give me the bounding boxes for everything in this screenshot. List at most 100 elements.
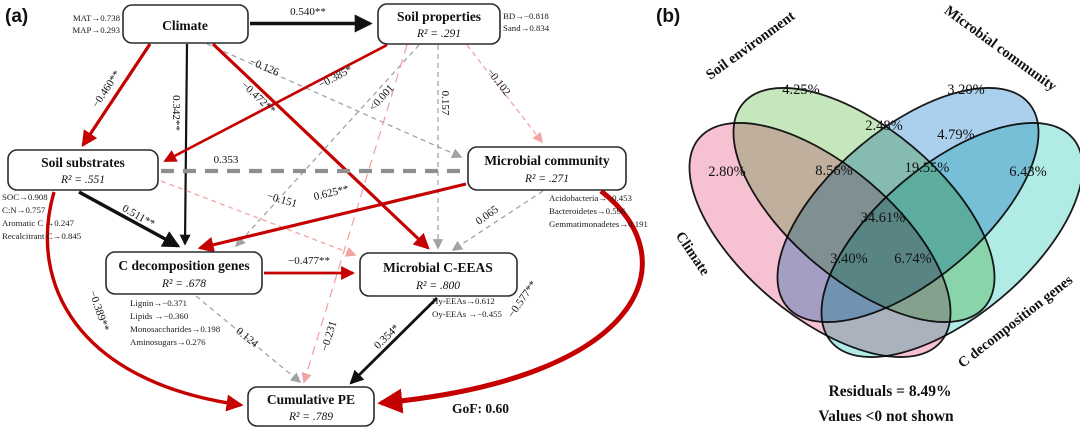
node-title: C decomposition genes: [118, 258, 249, 273]
node-microbial-community: Microbial community R² = .271: [467, 146, 627, 191]
loading: Oy-EEAs →−0.455: [432, 309, 503, 319]
node-r2: R² = .291: [416, 28, 461, 40]
node-box: [359, 252, 518, 297]
coef-label: −0.389**: [86, 289, 111, 333]
venn-diagram: (b) Soil environment Microbial community…: [656, 3, 1080, 425]
path-microbialcommunity-cdecompositiongenes: [197, 182, 467, 253]
coef-label: 0.625**: [313, 183, 351, 203]
coef-label: −0.151: [265, 190, 298, 210]
node-title: Soil substrates: [41, 155, 125, 170]
node-r2: R² = .789: [288, 411, 333, 423]
sem-nodes: Climate Soil properties R² = .291 Soil s…: [7, 3, 627, 427]
venn-value-soilenv-microbial: 2.48%: [865, 118, 902, 134]
venn-ellipses: [688, 87, 1080, 358]
panel-a-label: (a): [5, 6, 28, 27]
node-title: Cumulative PE: [267, 392, 355, 407]
node-box: [7, 149, 159, 191]
venn-ellipse-c-decomposition-genes: [820, 122, 1080, 358]
node-r2: R² = .678: [161, 278, 206, 290]
path-soilproperties-cumulativepe: [301, 44, 408, 384]
loading: Aromatic C →0.247: [2, 218, 75, 228]
sem-paths: [45, 14, 645, 414]
path-climate-microbialcommunity: [206, 43, 463, 159]
path-cdecompositiongenes-cumulativepe: [195, 295, 302, 383]
path-soilsubstrates-cumulativepe: [45, 191, 244, 412]
loading: Sand→0.834: [503, 23, 550, 33]
node-climate: Climate: [122, 4, 249, 44]
path-soilproperties-soilsubstrates: [163, 43, 388, 163]
coef-label: −0.126: [248, 56, 282, 79]
node-title: Microbial C-EEAS: [383, 260, 493, 275]
venn-residuals: Residuals = 8.49%: [829, 383, 952, 400]
node-title: Microbial community: [484, 153, 610, 168]
loading: Aminosugars→0.276: [130, 337, 206, 347]
loading: Hy-EEAs→0.612: [432, 296, 495, 306]
node-cumulative-pe: Cumulative PE R² = .789: [247, 386, 375, 427]
path-climate-cdecompositiongenes: [179, 43, 191, 246]
node-box: [377, 3, 501, 45]
node-title: Soil properties: [397, 9, 481, 24]
coef-label: 0.124: [233, 325, 260, 350]
path-microbialceeas-cumulativepe: [349, 297, 438, 385]
sem-indicator-loadings: MAT→0.738 MAP→0.293 BD→−0.818 Sand→0.834…: [2, 11, 648, 347]
path-climate-soilsubstrates: [81, 43, 152, 147]
loading: Monosaccharides→0.198: [130, 324, 221, 334]
node-c-decomposition-genes: C decomposition genes R² = .678: [105, 251, 263, 295]
node-soil-substrates: Soil substrates R² = .551: [7, 149, 159, 191]
coef-label: 0.342**: [170, 95, 182, 131]
loading: Bacteroidetes→0.596: [549, 206, 626, 216]
venn-value-right-shared: 19.55%: [905, 160, 950, 176]
coef-label: 0.540**: [290, 6, 326, 18]
venn-value-bottom-left: 3.40%: [830, 251, 867, 267]
venn-value-soil-environment-only: 4.25%: [782, 82, 819, 98]
loading: SOC→0.908: [2, 192, 48, 202]
panel-b-label: (b): [656, 6, 680, 27]
loading: Lipids →−0.360: [130, 311, 189, 321]
path-microbialcommunity-microbialceeas: [451, 190, 544, 251]
node-r2: R² = .271: [524, 173, 569, 185]
node-r2: R² = .800: [415, 280, 460, 292]
coef-label: −0.385*: [317, 63, 355, 91]
sem-path-diagram: (a) 0.540** −0.460**: [2, 3, 648, 427]
loading: Lignin→−0.371: [130, 298, 187, 308]
coef-label: <0.001: [367, 82, 397, 113]
loading: BD→−0.818: [503, 11, 549, 21]
loading: Acidobacteria→−0.453: [549, 193, 632, 203]
node-box: [122, 4, 249, 44]
coef-label: 0.157: [439, 91, 451, 116]
node-title: Climate: [162, 18, 208, 33]
path-microbialcommunity-cumulativepe: [377, 189, 645, 414]
loading: Recalcitrant C→0.845: [2, 231, 82, 241]
venn-value-left-shared: 8.56%: [815, 163, 852, 179]
venn-value-microbial-community-only: 3.20%: [947, 82, 984, 98]
path-soilproperties-microbialcommunity: [466, 44, 543, 144]
venn-value-c-decomposition-genes-only: 6.43%: [1009, 164, 1046, 180]
loading: Gemmatimonadetes→0.191: [549, 219, 648, 229]
node-box: [247, 386, 375, 427]
venn-value-center-all: 34.61%: [861, 210, 906, 226]
path-soilsubstrates-microbialceeas: [160, 180, 357, 257]
set-label-climate: Climate: [672, 229, 713, 279]
coef-label: 0.353: [214, 154, 239, 166]
loading: MAP→0.293: [72, 25, 120, 35]
loading: C:N→0.757: [2, 205, 46, 215]
node-box: [105, 251, 263, 295]
loading: MAT→0.738: [73, 13, 121, 23]
node-soil-properties: Soil properties R² = .291: [377, 3, 501, 45]
path-soilproperties-cdecompositiongenes: [234, 44, 420, 248]
venn-value-climate-only: 2.80%: [708, 164, 745, 180]
venn-value-bottom-right: 6.74%: [894, 251, 931, 267]
coef-label: −0.477**: [288, 255, 330, 267]
node-r2: R² = .551: [60, 174, 105, 186]
coef-label: 0.065: [474, 203, 501, 228]
coef-label: −0.102: [484, 66, 513, 98]
path-soilsubstrates-cdecompositiongenes: [78, 190, 181, 248]
venn-note: Values <0 not shown: [818, 408, 954, 425]
node-microbial-c-eeas: Microbial C-EEAS R² = .800: [359, 252, 518, 297]
path-climate-microbialceeas: [211, 42, 430, 250]
venn-values: 2.80% 4.25% 3.20% 6.43% 2.48% 4.79% 8.56…: [708, 82, 1046, 267]
venn-value-microbial-cdecomp: 4.79%: [937, 127, 974, 143]
node-box: [467, 146, 627, 191]
goodness-of-fit: GoF: 0.60: [452, 401, 509, 416]
